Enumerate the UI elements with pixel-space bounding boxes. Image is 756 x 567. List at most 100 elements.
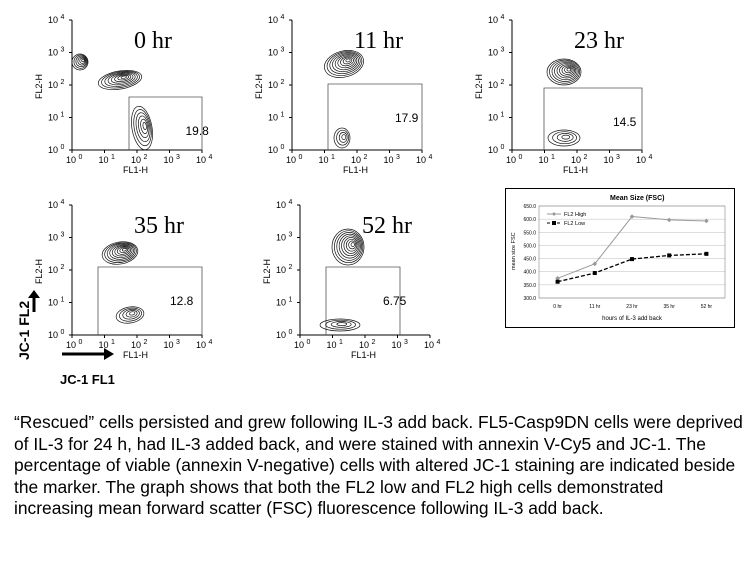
percent-label: 14.5 xyxy=(613,115,637,129)
x-tick-label: 10 0 xyxy=(294,339,311,350)
jc1-fl1-label: JC-1 FL1 xyxy=(60,372,115,387)
contour-line xyxy=(561,134,571,140)
x-tick-label: 10 0 xyxy=(66,339,83,350)
y-tick-label: 10 3 xyxy=(276,232,293,243)
contour-line xyxy=(336,322,348,326)
contour-line xyxy=(559,64,575,77)
contour-line xyxy=(338,132,348,143)
gate-marker xyxy=(543,87,643,150)
percent-label: 6.75 xyxy=(383,294,407,308)
contour-line xyxy=(334,230,364,264)
x-tick-label: 10 2 xyxy=(131,154,148,165)
y-tick-label: 10 1 xyxy=(276,297,293,308)
flow-panel-52hr: 10 0 10 0 10 1 10 1 10 2 10 2 10 3 10 3 10 4 10 4… xyxy=(258,195,473,365)
contour-line xyxy=(133,109,152,147)
contour-line xyxy=(117,74,130,81)
x-tick-label: 10 2 xyxy=(351,154,368,165)
y-tick-label: 10 0 xyxy=(48,329,65,340)
x-tick-label: 10 0 xyxy=(66,154,83,165)
y-tick-label: 10 4 xyxy=(268,14,285,25)
y-tick-label: 300.0 xyxy=(523,296,536,302)
contour-line xyxy=(140,118,149,134)
y-axis-label: FL2-H xyxy=(474,74,484,99)
contour-line xyxy=(342,57,353,65)
y-tick-label: 10 0 xyxy=(48,144,65,155)
y-tick-label: 10 1 xyxy=(48,297,65,308)
flow-panel-0hr: 10 0 10 0 10 1 10 1 10 2 10 2 10 3 10 3 10 4 10 4… xyxy=(30,10,245,180)
contour-line xyxy=(343,237,359,254)
x-tick-label: 10 0 xyxy=(506,154,523,165)
contour-line xyxy=(101,70,140,89)
percent-label: 17.9 xyxy=(395,111,419,125)
contour-line xyxy=(142,122,147,130)
contour-line xyxy=(552,131,577,145)
contour-line xyxy=(546,58,582,86)
y-tick-label: 10 1 xyxy=(268,112,285,123)
y-tick-label: 10 0 xyxy=(276,329,293,340)
x-tick-label: 0 hr xyxy=(553,304,562,310)
jc1-axis-arrows xyxy=(28,290,114,360)
contour-line xyxy=(104,242,137,263)
x-tick-label: 10 3 xyxy=(164,339,181,350)
contour-line xyxy=(137,115,150,139)
contour-line xyxy=(326,51,363,76)
contour-line xyxy=(338,233,361,259)
time-label: 11 hr xyxy=(354,28,403,54)
time-label: 0 hr xyxy=(134,28,172,54)
y-tick-label: 10 4 xyxy=(48,199,65,210)
y-tick-label: 10 4 xyxy=(276,199,293,210)
contour-line xyxy=(554,62,578,81)
y-tick-label: 600.0 xyxy=(523,217,536,223)
contour-line xyxy=(79,57,86,64)
x-tick-label: 10 1 xyxy=(327,339,344,350)
percent-label: 12.8 xyxy=(170,294,194,308)
contour-line xyxy=(121,248,127,252)
contour-line xyxy=(119,307,142,322)
y-tick-label: 500.0 xyxy=(523,243,536,249)
y-tick-label: 10 2 xyxy=(488,79,505,90)
contour-line xyxy=(333,127,351,149)
x-tick-label: 52 hr xyxy=(701,304,713,310)
y-tick-label: 10 4 xyxy=(488,14,505,25)
y-tick-label: 10 3 xyxy=(48,232,65,243)
contour-line xyxy=(345,238,358,252)
contour-line xyxy=(110,73,134,84)
contour-line xyxy=(341,235,360,257)
contour-line xyxy=(77,56,87,66)
y-tick-label: 10 2 xyxy=(48,79,65,90)
contour-line xyxy=(122,308,140,320)
contour-line xyxy=(109,243,134,260)
y-tick-label: 400.0 xyxy=(523,270,536,276)
contour-line xyxy=(135,112,151,143)
x-axis-label: FL1-H xyxy=(563,165,588,175)
x-tick-label: 10 2 xyxy=(571,154,588,165)
y-tick-label: 550.0 xyxy=(523,230,536,236)
data-point xyxy=(630,257,634,262)
contour-line xyxy=(111,244,133,259)
x-tick-label: 10 2 xyxy=(131,339,148,350)
series-line xyxy=(557,253,707,283)
contour-line xyxy=(325,319,356,330)
contour-line xyxy=(556,133,574,142)
contour-line xyxy=(131,105,153,151)
contour-line xyxy=(73,54,88,69)
flow-panel-35hr: 10 0 10 0 10 1 10 1 10 2 10 2 10 3 10 3 10 4 10 4… xyxy=(30,195,245,365)
data-point xyxy=(666,217,672,223)
contour-line xyxy=(75,55,87,68)
x-tick-label: 10 4 xyxy=(416,154,433,165)
contour-line xyxy=(350,242,355,247)
contour-line xyxy=(547,129,581,147)
x-axis-label: FL1-H xyxy=(343,165,368,175)
x-axis-label: FL1-H xyxy=(123,165,148,175)
time-label: 35 hr xyxy=(134,213,184,239)
x-tick-label: 10 2 xyxy=(359,339,376,350)
chart-frame xyxy=(505,188,735,328)
y-tick-label: 10 2 xyxy=(268,79,285,90)
gate-marker xyxy=(97,266,203,335)
x-tick-label: 10 4 xyxy=(196,154,213,165)
y-tick-label: 10 0 xyxy=(488,144,505,155)
data-point xyxy=(592,271,597,276)
y-axis-label: FL2-H xyxy=(34,74,44,99)
y-tick-label: 10 1 xyxy=(48,112,65,123)
y-tick-label: 10 1 xyxy=(488,112,505,123)
